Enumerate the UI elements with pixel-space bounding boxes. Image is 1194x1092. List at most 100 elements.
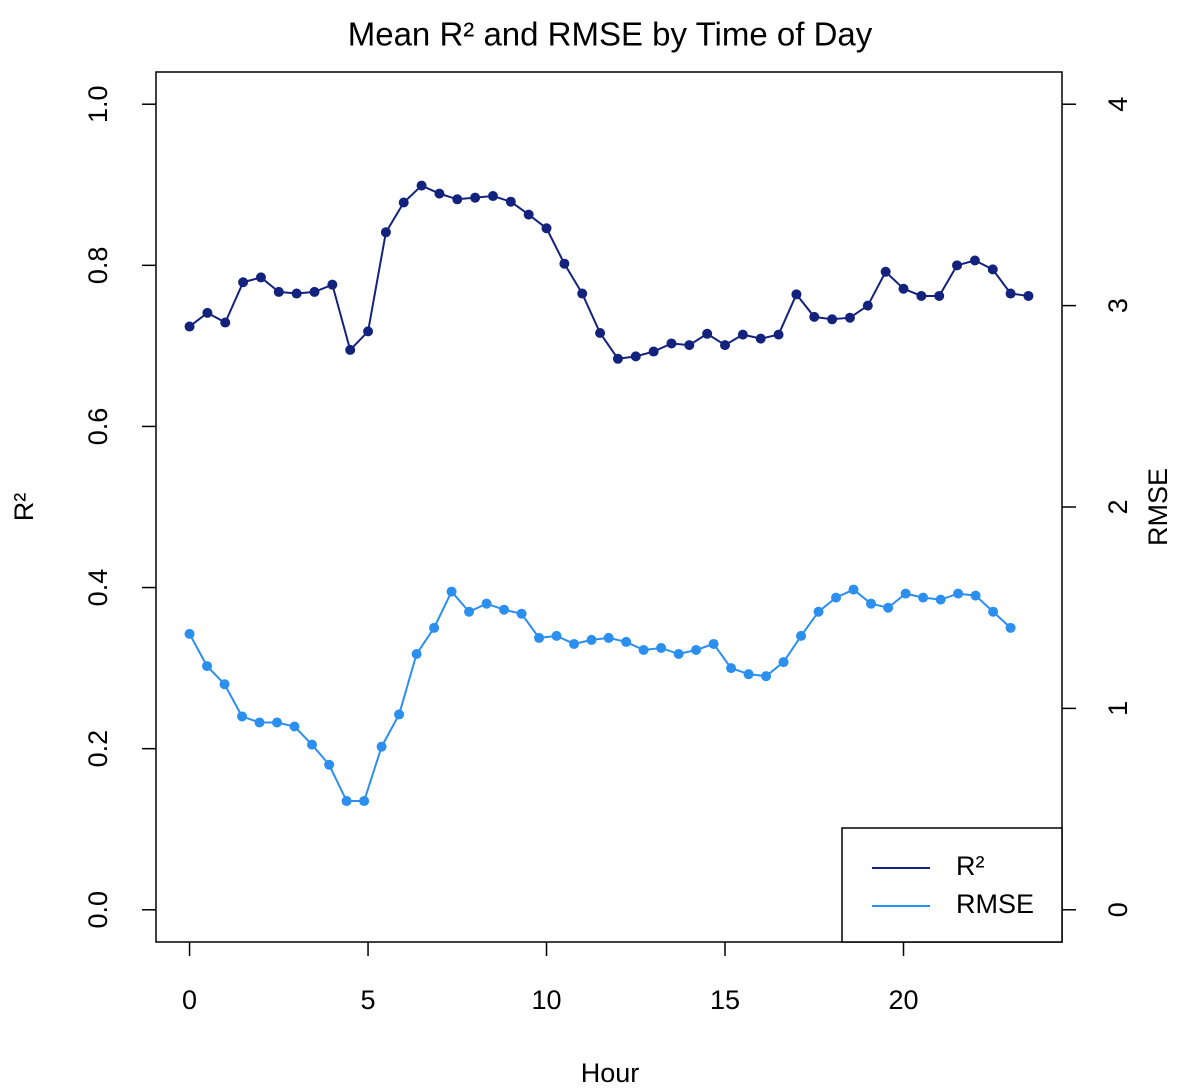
data-point [656,642,667,653]
data-point [648,346,659,357]
y-tick-label: 0.0 [83,891,113,929]
data-point [255,272,266,283]
data-point [464,606,475,617]
data-point [327,279,338,290]
y-tick-label: 0.2 [83,730,113,768]
y2-tick-label: 1 [1103,701,1133,716]
data-point [569,638,580,649]
data-point [952,260,963,271]
data-point [202,661,213,672]
y2-tick-label: 0 [1103,902,1133,917]
data-point [621,636,632,647]
data-point [416,180,427,191]
data-point [1005,622,1016,633]
data-point [505,196,516,207]
data-point [638,644,649,655]
data-point [866,598,877,609]
data-point [761,671,772,682]
data-point [202,307,213,318]
data-point [586,634,597,645]
x-tick-label: 5 [361,985,376,1015]
y2-tick-label: 3 [1103,298,1133,313]
data-point [289,721,300,732]
data-point [309,286,320,297]
data-point [898,283,909,294]
data-point [273,286,284,297]
y-tick-label: 1.0 [83,85,113,123]
data-point [516,608,527,619]
data-point [831,592,842,603]
data-point [541,223,552,234]
data-point [755,333,766,344]
data-point [184,628,195,639]
data-point [184,321,195,332]
data-point [934,290,945,301]
data-point [341,796,352,807]
data-point [778,657,789,668]
data-point [827,314,838,325]
chart-title: Mean R² and RMSE by Time of Day [348,16,873,53]
data-point [953,588,964,599]
data-point [987,264,998,275]
data-point [291,288,302,299]
legend-box [841,827,1063,943]
data-point [577,288,588,299]
data-point [880,266,891,277]
data-point [452,194,463,205]
data-point [630,351,641,362]
plot-frame [155,71,1063,943]
data-point [970,590,981,601]
data-point [791,289,802,300]
data-point [238,277,249,288]
data-point [809,311,820,322]
data-point [844,312,855,323]
data-point [862,300,873,311]
data-point [324,759,335,770]
y2-axis-label: RMSE [1143,468,1173,546]
data-point [595,328,606,338]
data-point [429,622,440,633]
data-point [376,741,387,752]
data-point [345,344,356,355]
x-tick-label: 10 [532,985,562,1015]
data-point [612,353,623,364]
data-point [1005,288,1016,299]
y-axis-label: R² [9,493,39,522]
x-tick-label: 20 [888,985,918,1015]
data-point [559,258,570,269]
data-point [691,644,702,655]
y-tick-label: 0.6 [83,408,113,446]
data-point [988,606,999,617]
data-point [220,317,231,328]
data-point [737,329,748,340]
data-point [272,717,283,728]
x-axis-label: Hour [581,1058,640,1088]
data-point [487,191,498,202]
y-tick-label: 0.8 [83,247,113,285]
data-point [470,192,481,203]
data-point [446,586,457,597]
data-point [900,588,911,599]
data-point [219,679,230,690]
data-point [411,649,422,660]
data-point [684,340,695,351]
data-point [499,604,510,615]
data-point [773,329,784,340]
data-point [702,328,713,339]
data-point [359,796,370,807]
data-point [708,638,719,649]
data-point [918,592,929,603]
data-point [523,209,534,220]
data-point [720,340,731,351]
data-point [796,630,807,641]
data-point [380,227,391,238]
data-point [916,290,927,301]
legend-label: RMSE [956,889,1034,919]
data-point [434,188,445,199]
data-point [534,632,545,643]
data-point [848,584,859,595]
data-point [363,326,374,337]
legend-label: R² [956,851,985,881]
data-point [254,717,265,728]
